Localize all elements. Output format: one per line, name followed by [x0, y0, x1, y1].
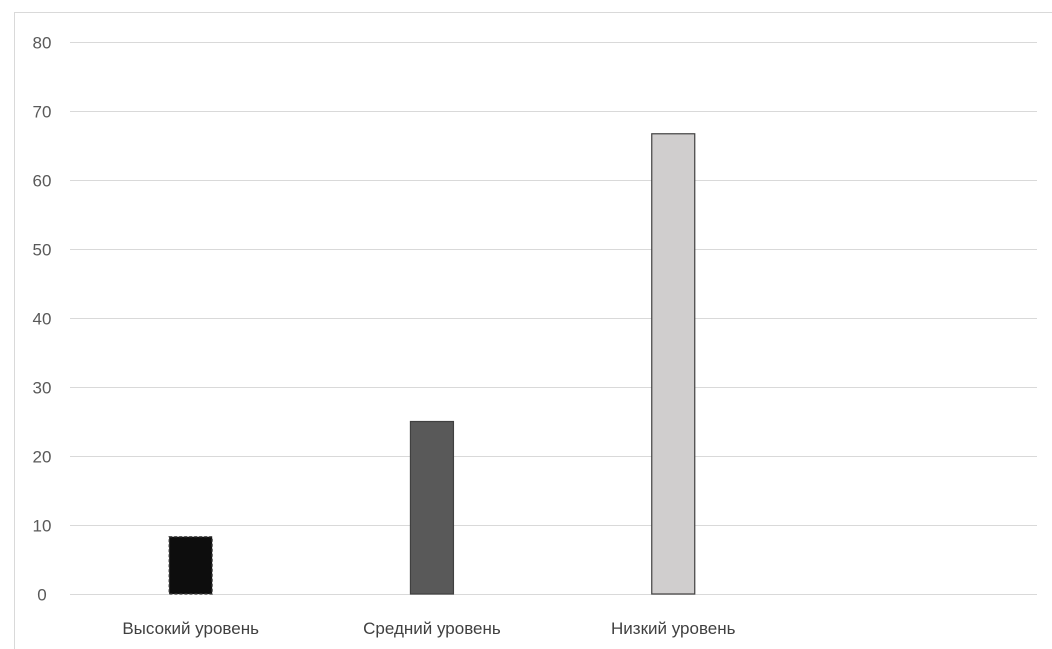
y-tick-label-70: 70 [33, 103, 52, 122]
bar-3 [651, 133, 696, 595]
x-category-label-3: Низкий уровень [611, 619, 736, 638]
y-tick-label-20: 20 [33, 448, 52, 467]
y-tick-label-80: 80 [33, 34, 52, 53]
y-tick-label-60: 60 [33, 172, 52, 191]
x-category-label-2: Средний уровень [363, 619, 501, 638]
bar-2 [409, 420, 455, 595]
y-tick-label-40: 40 [33, 310, 52, 329]
y-tick-label-30: 30 [33, 379, 52, 398]
y-tick-label-50: 50 [33, 241, 52, 260]
bar-1 [168, 536, 213, 595]
x-category-label-1: Высокий уровень [122, 619, 259, 638]
y-tick-label-0: 0 [37, 586, 46, 605]
y-tick-label-10: 10 [33, 517, 52, 536]
